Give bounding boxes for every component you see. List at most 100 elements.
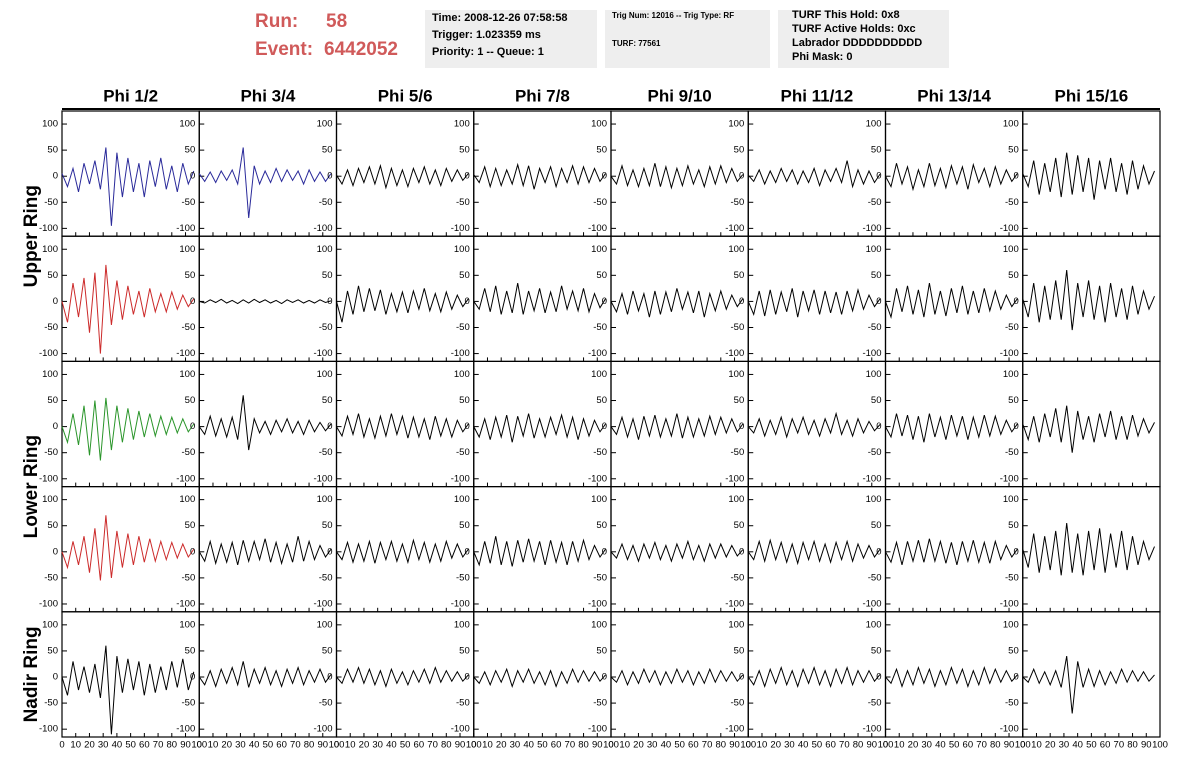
y-tick-label: 100 — [317, 244, 333, 255]
x-tick-label: 30 — [372, 740, 383, 751]
y-tick-label: -100 — [176, 473, 195, 484]
y-tick-label: 100 — [454, 369, 470, 380]
waveform — [747, 538, 881, 566]
y-tick-label: 100 — [728, 244, 744, 255]
y-tick-label: -50 — [731, 197, 745, 208]
y-tick-label: -50 — [593, 322, 607, 333]
waveform — [747, 287, 881, 318]
column-label: Phi 11/12 — [780, 86, 853, 105]
y-tick-label: 50 — [596, 270, 607, 281]
y-tick-label: -50 — [44, 698, 58, 709]
y-tick-label: 0 — [1013, 171, 1018, 182]
x-tick-label: 20 — [908, 740, 919, 751]
panel-frame — [335, 360, 475, 488]
y-tick-label: 0 — [464, 171, 469, 182]
y-tick-label: 0 — [327, 672, 332, 683]
x-tick-label: 20 — [84, 740, 95, 751]
y-tick-label: -100 — [862, 223, 881, 234]
waveform — [747, 411, 881, 439]
y-tick-label: 100 — [317, 494, 333, 505]
info-text: TURF: 77561 — [612, 39, 661, 48]
info-box — [778, 10, 949, 68]
y-tick-label: 100 — [591, 119, 607, 130]
y-tick-label: 100 — [42, 619, 58, 630]
x-tick-label: 70 — [702, 740, 713, 751]
y-tick-label: -100 — [39, 223, 58, 234]
x-tick-label: 10 — [894, 740, 905, 751]
waveform — [1022, 405, 1155, 453]
y-tick-label: 0 — [327, 296, 332, 307]
waveform — [61, 264, 195, 354]
waveform — [198, 661, 332, 688]
y-tick-label: -100 — [176, 598, 195, 609]
x-tick-label: 40 — [661, 740, 672, 751]
y-tick-label: 100 — [1003, 369, 1019, 380]
y-tick-label: 100 — [179, 369, 195, 380]
y-tick-label: -50 — [1005, 197, 1019, 208]
column-label: Phi 1/2 — [103, 86, 158, 105]
waveform — [198, 536, 332, 566]
y-tick-label: 100 — [454, 619, 470, 630]
y-tick-label: -50 — [456, 447, 470, 458]
y-tick-label: -50 — [868, 197, 882, 208]
y-tick-label: 0 — [602, 421, 607, 432]
run-label: Run: — [255, 11, 298, 32]
x-tick-label: 60 — [139, 740, 150, 751]
y-tick-label: -50 — [182, 197, 196, 208]
y-tick-label: 0 — [1013, 421, 1018, 432]
x-tick-label: 80 — [716, 740, 727, 751]
y-tick-label: 50 — [322, 395, 333, 406]
y-tick-label: 50 — [185, 270, 196, 281]
x-tick-label: 80 — [990, 740, 1001, 751]
y-tick-label: 0 — [190, 171, 195, 182]
waveform — [1022, 656, 1155, 714]
y-tick-label: -50 — [319, 447, 333, 458]
y-tick-label: 50 — [185, 395, 196, 406]
y-tick-label: 100 — [728, 494, 744, 505]
y-tick-label: 100 — [179, 619, 195, 630]
y-tick-label: -100 — [176, 724, 195, 735]
y-tick-label: -100 — [725, 598, 744, 609]
y-tick-label: 0 — [190, 296, 195, 307]
x-tick-label: 90 — [317, 740, 328, 751]
waveform — [1022, 152, 1155, 200]
y-tick-label: -50 — [319, 197, 333, 208]
waveform — [336, 413, 469, 441]
x-tick-label: 60 — [825, 740, 836, 751]
y-tick-label: -50 — [593, 447, 607, 458]
x-tick-label: 40 — [798, 740, 809, 751]
y-tick-label: 50 — [47, 145, 58, 156]
x-tick-label: 40 — [1072, 740, 1083, 751]
y-tick-label: -50 — [456, 572, 470, 583]
x-tick-label: 0 — [608, 740, 613, 751]
x-tick-label: 30 — [510, 740, 521, 751]
panel-frame — [747, 486, 887, 613]
y-tick-label: -50 — [593, 197, 607, 208]
y-tick-label: -100 — [725, 348, 744, 359]
x-tick-label: 100 — [878, 740, 894, 751]
y-tick-label: 100 — [866, 619, 882, 630]
x-tick-label: 10 — [208, 740, 219, 751]
y-tick-label: -100 — [1000, 473, 1019, 484]
y-tick-label: 100 — [591, 494, 607, 505]
waveform — [198, 147, 332, 218]
info-box — [605, 10, 770, 68]
x-tick-label: 10 — [345, 740, 356, 751]
y-tick-label: 50 — [734, 395, 745, 406]
y-tick-label: 50 — [459, 395, 470, 406]
column-label: Phi 15/16 — [1055, 86, 1129, 105]
waveform — [885, 283, 1018, 320]
y-tick-label: 50 — [47, 270, 58, 281]
y-tick-label: 50 — [871, 645, 882, 656]
y-tick-label: -100 — [1000, 598, 1019, 609]
info-box — [425, 10, 597, 68]
waveform — [747, 160, 881, 189]
x-tick-label: 50 — [1086, 740, 1097, 751]
x-tick-label: 10 — [619, 740, 630, 751]
y-tick-label: -100 — [588, 348, 607, 359]
x-tick-label: 40 — [386, 740, 397, 751]
y-tick-label: 100 — [42, 369, 58, 380]
y-tick-label: -100 — [313, 473, 332, 484]
x-tick-label: 0 — [746, 740, 751, 751]
y-tick-label: 0 — [876, 421, 881, 432]
